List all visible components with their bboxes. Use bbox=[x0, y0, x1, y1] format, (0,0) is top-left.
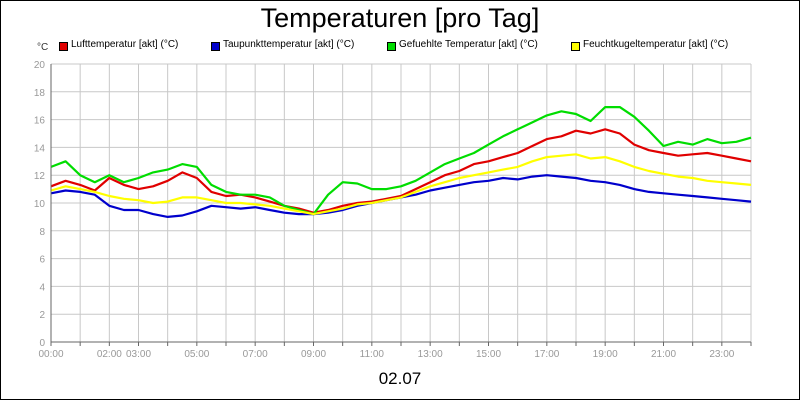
y-tick-label: 14 bbox=[34, 143, 46, 154]
x-tick-label: 00:00 bbox=[38, 349, 63, 360]
legend-swatch-feuchtkugeltemperatur bbox=[571, 42, 580, 51]
legend-label-feuchtkugeltemperatur: Feuchtkugeltemperatur [akt] (°C) bbox=[583, 39, 729, 50]
series-line-2 bbox=[50, 105, 752, 216]
x-tick-label: 07:00 bbox=[243, 349, 268, 360]
y-tick-label: 2 bbox=[39, 310, 45, 321]
x-tick-label: 02:00 bbox=[97, 349, 122, 360]
y-unit-label: °C bbox=[37, 42, 49, 53]
legend-label-taupunkttemperatur: Taupunkttemperatur [akt] (°C) bbox=[223, 39, 355, 50]
y-tick-label: 6 bbox=[39, 255, 45, 266]
legend-swatch-lufttemperatur bbox=[59, 42, 68, 51]
legend-swatch-taupunkttemperatur bbox=[211, 42, 220, 51]
x-tick-label: 19:00 bbox=[593, 349, 618, 360]
x-tick-label: 15:00 bbox=[476, 349, 501, 360]
legend-swatch-gefuehlte-temperatur bbox=[387, 42, 396, 51]
y-tick-label: 4 bbox=[39, 282, 45, 293]
x-tick-label: 11:00 bbox=[360, 349, 385, 360]
legend-label-lufttemperatur: Lufttemperatur [akt] (°C) bbox=[71, 39, 179, 50]
x-tick-label: 03:00 bbox=[126, 349, 151, 360]
y-tick-label: 10 bbox=[34, 199, 46, 210]
legend-label-gefuehlte-temperatur: Gefuehlte Temperatur [akt] (°C) bbox=[399, 39, 538, 50]
x-tick-label: 21:00 bbox=[651, 349, 676, 360]
series-line-3 bbox=[50, 153, 752, 216]
x-tick-label: 05:00 bbox=[184, 349, 209, 360]
y-tick-label: 8 bbox=[39, 227, 45, 238]
x-tick-label: 09:00 bbox=[301, 349, 326, 360]
chart-title: Temperaturen [pro Tag] bbox=[260, 3, 540, 33]
series-line-0 bbox=[50, 128, 752, 214]
y-tick-label: 20 bbox=[34, 60, 46, 71]
x-tick-label: 13:00 bbox=[418, 349, 443, 360]
y-tick-label: 16 bbox=[34, 116, 46, 127]
y-tick-label: 18 bbox=[34, 88, 46, 99]
y-tick-label: 0 bbox=[39, 338, 45, 349]
x-tick-label: 23:00 bbox=[709, 349, 734, 360]
y-tick-label: 12 bbox=[34, 171, 46, 182]
x-axis-date-label: 02.07 bbox=[378, 369, 422, 388]
x-tick-label: 17:00 bbox=[534, 349, 559, 360]
